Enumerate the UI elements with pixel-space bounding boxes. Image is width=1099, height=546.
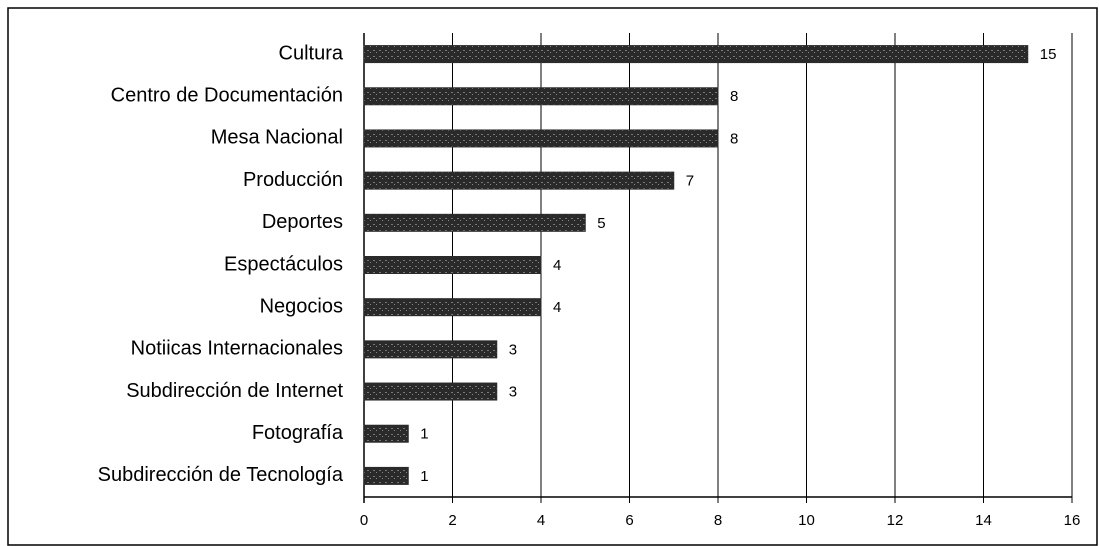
x-tick-label: 10 — [798, 512, 815, 529]
x-tick-label: 4 — [537, 512, 545, 529]
bar — [363, 256, 542, 274]
y-tick-label: Fotografía — [252, 422, 344, 444]
y-tick-label: Espectáculos — [224, 253, 343, 275]
y-tick-label: Subdirección de Internet — [126, 380, 343, 402]
y-tick-label: Negocios — [260, 295, 343, 317]
value-label: 3 — [509, 384, 517, 401]
y-tick-label: Subdirección de Tecnología — [98, 464, 344, 486]
bar — [363, 129, 719, 148]
x-tick-label: 12 — [887, 512, 904, 529]
x-tick-label: 2 — [448, 512, 456, 529]
x-tick-label: 8 — [714, 512, 722, 529]
y-tick-label: Producción — [243, 169, 343, 191]
y-tick-label: Cultura — [279, 42, 344, 64]
y-tick-label: Deportes — [262, 211, 343, 233]
x-tick-label: 0 — [360, 512, 368, 529]
bar — [363, 424, 409, 443]
value-label: 4 — [553, 257, 561, 274]
bar — [363, 87, 719, 106]
bar — [363, 45, 1029, 64]
value-label: 5 — [597, 215, 605, 232]
value-label: 1 — [420, 468, 428, 485]
value-label: 7 — [686, 173, 694, 190]
bar — [363, 298, 542, 317]
value-label: 3 — [509, 341, 517, 358]
value-label: 8 — [730, 130, 738, 147]
value-label: 4 — [553, 299, 561, 316]
value-label: 15 — [1040, 46, 1057, 63]
bar — [363, 340, 498, 359]
bar — [363, 213, 586, 232]
y-tick-label: Centro de Documentación — [111, 85, 343, 107]
frame — [7, 7, 1098, 546]
bar — [363, 466, 409, 485]
bar — [363, 382, 498, 401]
x-tick-label: 16 — [1064, 512, 1081, 529]
value-label: 8 — [730, 88, 738, 105]
x-tick-label: 6 — [625, 512, 633, 529]
bar — [363, 171, 675, 190]
x-tick-label: 14 — [975, 512, 992, 529]
y-tick-label: Mesa Nacional — [211, 127, 343, 149]
y-tick-label: Notiicas Internacionales — [131, 338, 343, 360]
value-label: 1 — [420, 426, 428, 443]
